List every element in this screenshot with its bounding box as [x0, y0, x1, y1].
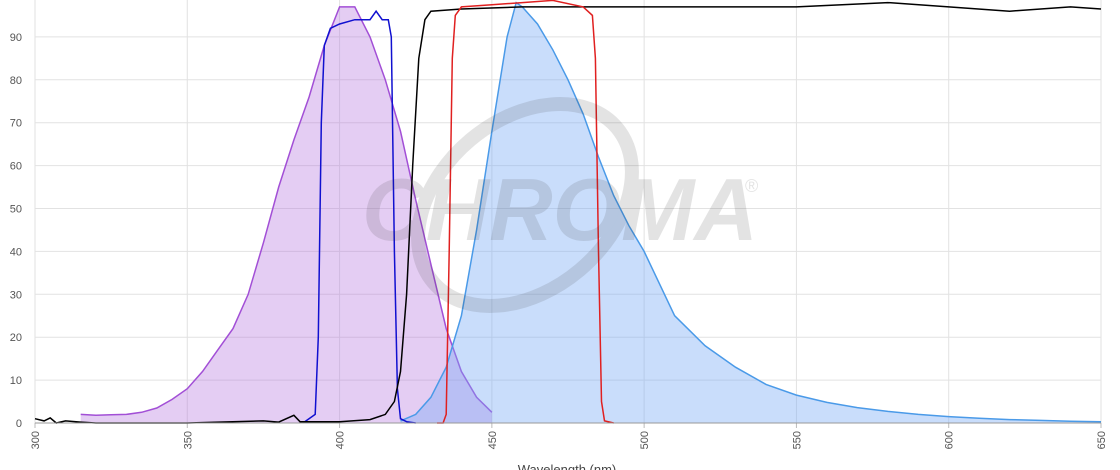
y-tick-label: 50 [10, 203, 22, 215]
watermark-text: CHROMA [362, 160, 758, 259]
line [302, 9, 416, 424]
line [34, 1, 1102, 424]
watermark-swoosh [411, 97, 639, 313]
y-tick-label: 40 [10, 246, 22, 258]
y-tick-label: 0 [16, 418, 22, 430]
x-tick-label: 500 [639, 431, 651, 449]
area [400, 2, 1101, 423]
y-tick-label: 60 [10, 161, 22, 173]
x-axis-label: Wavelength (nm) [518, 462, 617, 470]
y-tick-label: 70 [10, 118, 22, 130]
x-tick-label: 450 [487, 431, 499, 449]
plot [34, 0, 1102, 428]
line [80, 6, 493, 417]
watermark: CHROMA ® [362, 97, 758, 313]
x-tick-label: 600 [944, 431, 956, 449]
x-tick-label: 400 [335, 431, 347, 449]
y-tick-label: 10 [10, 375, 22, 387]
line [437, 0, 614, 424]
x-tick-label: 550 [791, 431, 803, 449]
line [400, 1, 1102, 423]
x-tick-label: 350 [182, 431, 194, 449]
x-tick-label: 300 [30, 431, 42, 449]
x-tick-label: 650 [1096, 431, 1108, 449]
y-tick-label: 90 [10, 32, 22, 44]
watermark-mark: ® [745, 176, 758, 196]
y-tick-label: 30 [10, 289, 22, 301]
y-tick-label: 20 [10, 332, 22, 344]
y-tick-label: 80 [10, 75, 22, 87]
area [80, 6, 492, 424]
